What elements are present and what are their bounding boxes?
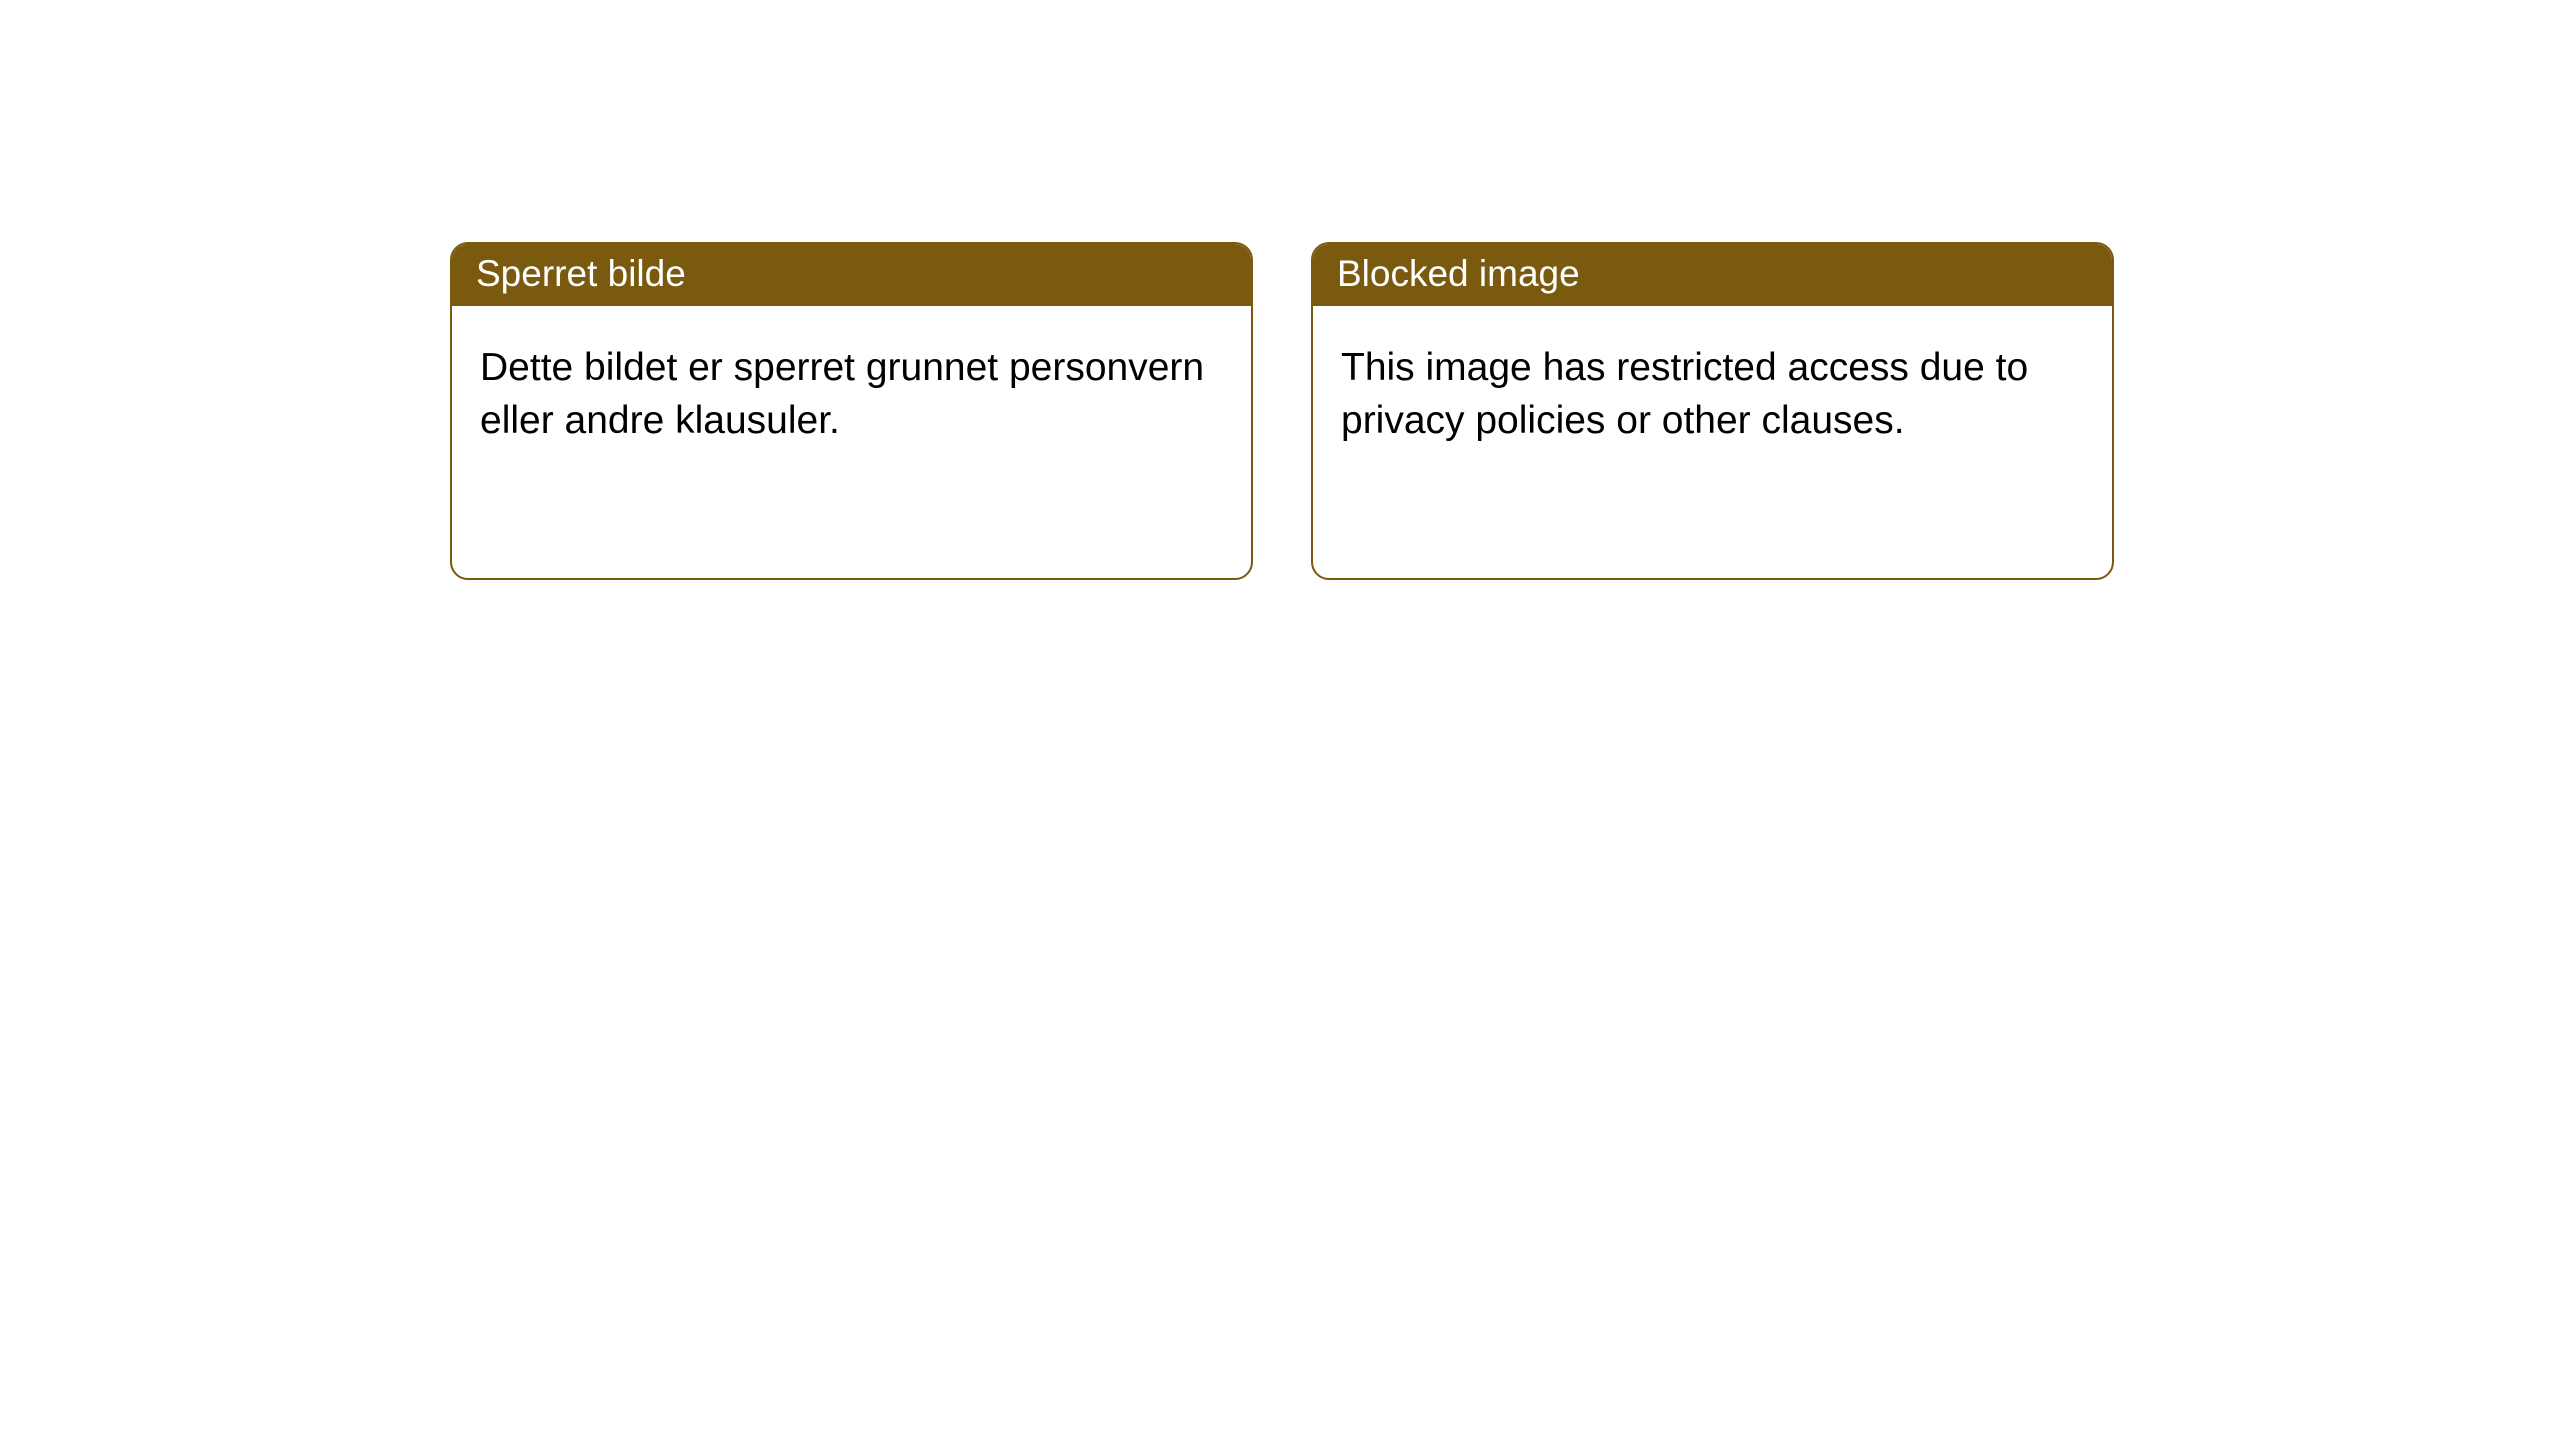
notice-title: Sperret bilde (452, 244, 1251, 306)
notice-body: This image has restricted access due to … (1313, 306, 2112, 483)
notice-body: Dette bildet er sperret grunnet personve… (452, 306, 1251, 483)
notice-title: Blocked image (1313, 244, 2112, 306)
notice-container: Sperret bilde Dette bildet er sperret gr… (450, 242, 2114, 580)
notice-card-norwegian: Sperret bilde Dette bildet er sperret gr… (450, 242, 1253, 580)
notice-card-english: Blocked image This image has restricted … (1311, 242, 2114, 580)
